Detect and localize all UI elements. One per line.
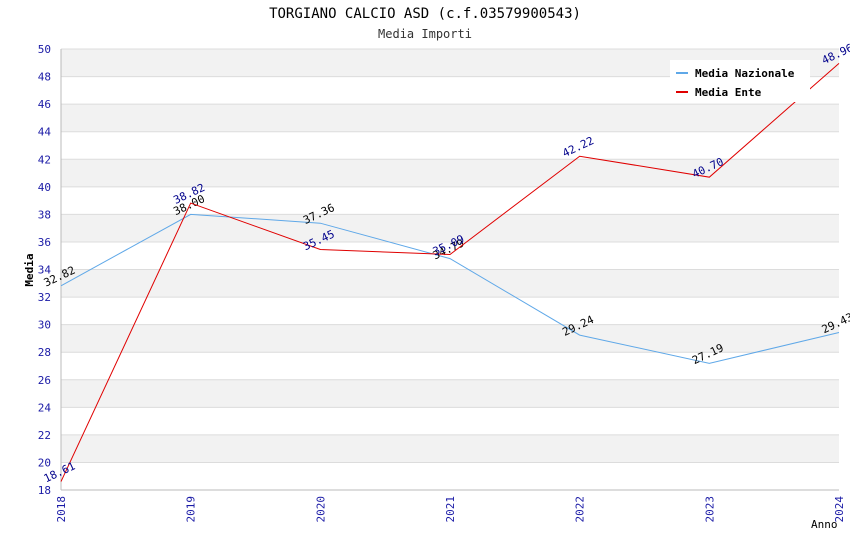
y-tick-label: 42 bbox=[38, 153, 51, 166]
y-tick-label: 40 bbox=[38, 181, 51, 194]
grid-band bbox=[61, 241, 839, 270]
y-tick-label: 30 bbox=[38, 319, 51, 332]
y-tick-label: 22 bbox=[38, 429, 51, 442]
y-tick-label: 28 bbox=[38, 346, 51, 359]
x-tick-label: 2022 bbox=[574, 496, 587, 523]
y-tick-label: 24 bbox=[38, 401, 52, 414]
grid-band bbox=[61, 434, 839, 463]
x-tick-label: 2024 bbox=[833, 496, 846, 523]
y-tick-label: 36 bbox=[38, 236, 51, 249]
y-tick-label: 26 bbox=[38, 374, 51, 387]
x-tick-label: 2018 bbox=[55, 496, 68, 523]
series-line-1 bbox=[60, 62, 840, 482]
grid-band bbox=[61, 324, 839, 353]
x-tick-label: 2019 bbox=[185, 496, 198, 523]
grid-band bbox=[61, 462, 839, 490]
legend-box bbox=[670, 60, 810, 102]
y-tick-label: 50 bbox=[38, 43, 51, 56]
y-tick-label: 34 bbox=[38, 264, 52, 277]
y-tick-label: 18 bbox=[38, 484, 51, 497]
y-tick-label: 20 bbox=[38, 456, 51, 469]
grid-band bbox=[61, 159, 839, 187]
x-tick-label: 2020 bbox=[314, 496, 327, 523]
y-tick-label: 46 bbox=[38, 98, 51, 111]
x-axis-title: Anno bbox=[811, 518, 838, 531]
y-tick-label: 44 bbox=[38, 126, 52, 139]
x-tick-label: 2021 bbox=[444, 496, 457, 523]
chart-subtitle: Media Importi bbox=[378, 27, 472, 41]
series-line-0 bbox=[60, 213, 840, 364]
grid-band bbox=[61, 104, 839, 132]
grid-band bbox=[61, 352, 839, 380]
grid-band bbox=[61, 269, 839, 298]
legend-entry: Media Nazionale bbox=[695, 67, 795, 80]
y-tick-label: 48 bbox=[38, 71, 51, 84]
y-tick-label: 32 bbox=[38, 291, 51, 304]
y-axis-title: Media bbox=[23, 253, 36, 286]
x-tick-label: 2023 bbox=[703, 496, 716, 523]
chart-title: TORGIANO CALCIO ASD (c.f.03579900543) bbox=[269, 6, 581, 22]
y-tick-label: 38 bbox=[38, 208, 51, 221]
grid-band bbox=[61, 214, 839, 242]
grid-band bbox=[61, 297, 839, 325]
grid-band bbox=[61, 407, 839, 435]
grid-band bbox=[61, 186, 839, 215]
grid-band bbox=[61, 131, 839, 160]
grid-band bbox=[61, 379, 839, 408]
legend-entry: Media Ente bbox=[695, 86, 762, 99]
